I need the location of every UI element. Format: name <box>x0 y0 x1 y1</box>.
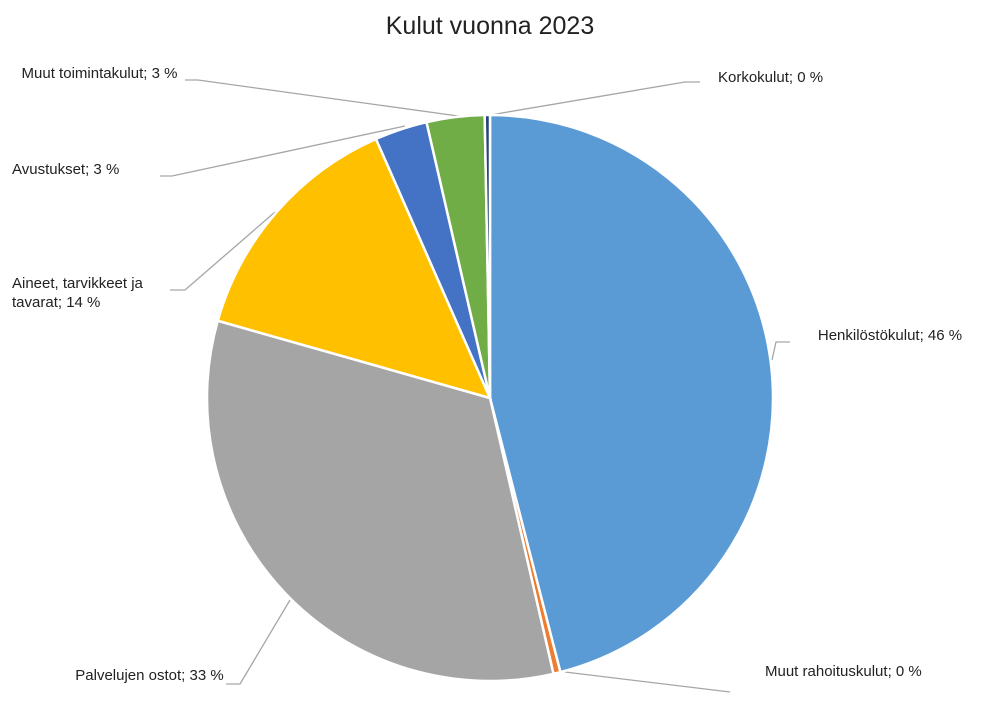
leader-line <box>160 125 406 177</box>
leader-line <box>771 341 790 361</box>
leader-line <box>489 81 700 116</box>
data-label: Muut toimintakulut; 3 % <box>21 65 178 82</box>
leader-line <box>226 599 291 685</box>
data-label: Aineet, tarvikkeet ja tavarat; 14 % <box>12 275 143 311</box>
leader-line <box>170 211 276 291</box>
data-label: Korkokulut; 0 % <box>718 69 824 86</box>
leader-line <box>564 671 731 693</box>
pie-slice <box>488 113 775 674</box>
data-label: Henkilöstökulut; 46 % <box>817 327 963 344</box>
leader-line <box>185 79 459 117</box>
data-label: Muut rahoituskulut; 0 % <box>765 663 922 680</box>
data-label: Avustukset; 3 % <box>12 161 120 178</box>
data-label: Palvelujen ostot; 33 % <box>75 667 224 684</box>
pie-slice <box>216 137 493 400</box>
pie-slice <box>483 113 492 399</box>
chart-title: Kulut vuonna 2023 <box>386 12 595 40</box>
pie-slice <box>205 319 555 683</box>
